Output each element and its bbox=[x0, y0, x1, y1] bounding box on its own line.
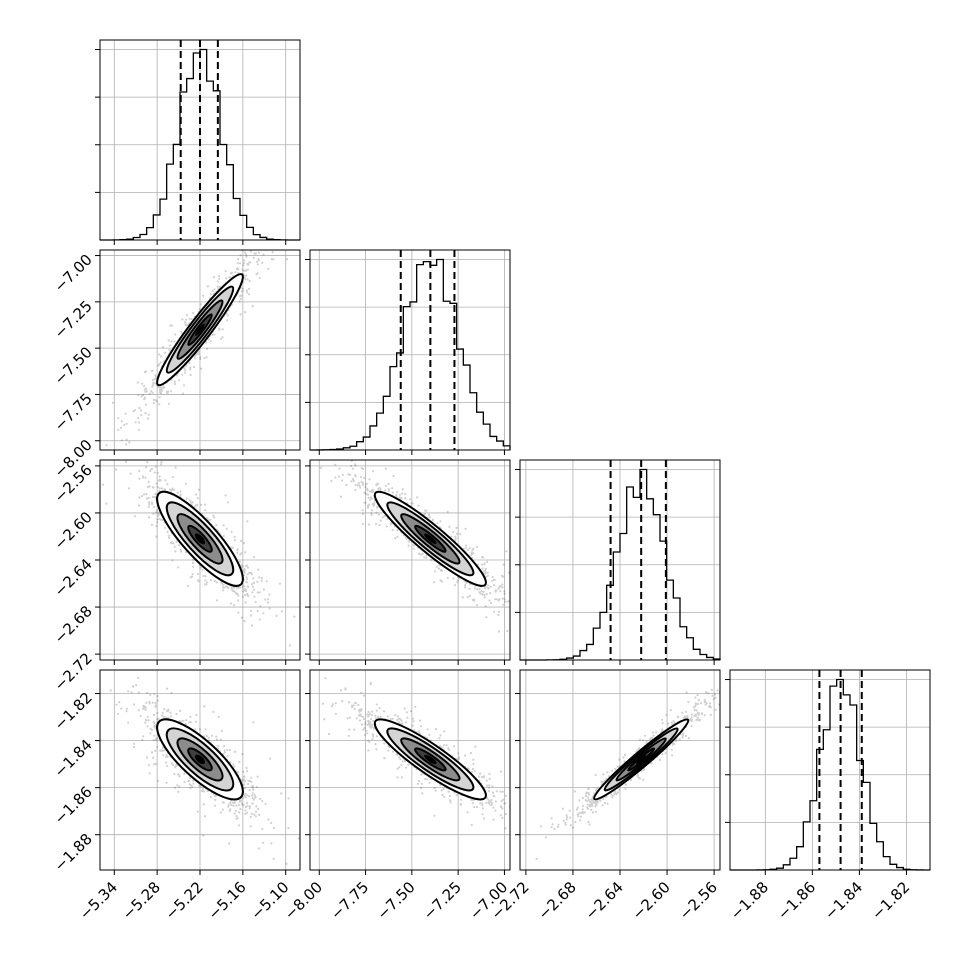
histogram-panel-1 bbox=[95, 39, 301, 245]
scatter-panel-2-1: −8.00−7.75−7.50−7.25−7.00 bbox=[51, 249, 301, 481]
y-tick-label: −7.50 bbox=[51, 343, 96, 388]
x-tick-label: −5.22 bbox=[162, 878, 207, 923]
y-tick-label: −1.82 bbox=[51, 689, 96, 734]
x-tick-label: −8.00 bbox=[281, 878, 326, 923]
scatter-panel-3-2 bbox=[305, 459, 511, 665]
x-tick-label: −1.84 bbox=[821, 878, 866, 923]
panel-frame bbox=[309, 249, 511, 451]
y-tick-label: −2.64 bbox=[51, 555, 96, 600]
y-tick-label: −2.60 bbox=[51, 508, 96, 553]
contour-peak bbox=[194, 754, 206, 765]
panel-content bbox=[310, 460, 510, 660]
x-tick-label: −7.50 bbox=[373, 878, 418, 923]
contour-peak bbox=[195, 323, 205, 336]
panel-content bbox=[100, 460, 300, 660]
scatter-panel-4-2: −8.00 −7.75 −7.50 −7.25 −7.00 bbox=[281, 669, 511, 923]
panel-frame bbox=[309, 669, 511, 871]
scatter-panel-4-3: −2.72 −2.68 −2.64 −2.60 −2.56 bbox=[487, 669, 721, 923]
y-tick-label: −7.00 bbox=[51, 251, 96, 296]
x-tick-label: −5.16 bbox=[204, 878, 249, 923]
panel-content bbox=[520, 670, 720, 870]
x-tick-label: −7.75 bbox=[327, 878, 372, 923]
y-tick-label: −2.68 bbox=[51, 602, 96, 647]
y-tick-label: −2.72 bbox=[51, 649, 96, 694]
panel-frame bbox=[729, 669, 931, 871]
x-tick-label: −5.28 bbox=[119, 878, 164, 923]
contour-peak bbox=[194, 533, 206, 545]
histogram-panel-3 bbox=[515, 459, 721, 665]
x-tick-label: −1.86 bbox=[774, 878, 819, 923]
panel-content bbox=[100, 250, 300, 450]
x-tick-label: −1.82 bbox=[868, 878, 913, 923]
contour-peak bbox=[424, 533, 437, 545]
scatter-panel-3-1: −2.72−2.68−2.64−2.60−2.56 bbox=[51, 459, 301, 694]
histogram-step-line bbox=[309, 258, 511, 451]
histogram-panel-4: −1.88 −1.86 −1.84 −1.82 bbox=[725, 669, 931, 923]
panel-content bbox=[100, 670, 300, 870]
histogram-panel-2 bbox=[305, 249, 511, 455]
x-tick-label: −2.60 bbox=[629, 878, 674, 923]
x-tick-label: −2.64 bbox=[582, 878, 627, 923]
y-tick-label: −1.86 bbox=[51, 783, 96, 828]
x-tick-label: −2.56 bbox=[676, 878, 721, 923]
y-tick-label: −7.25 bbox=[51, 297, 96, 342]
y-tick-label: −7.75 bbox=[51, 390, 96, 435]
x-tick-label: −2.68 bbox=[535, 878, 580, 923]
scatter-panel-4-1: −5.34−5.28−5.22−5.16−5.10−1.88−1.86−1.84… bbox=[51, 669, 301, 923]
y-tick-label: −1.88 bbox=[51, 830, 96, 875]
x-tick-label: −7.25 bbox=[420, 878, 465, 923]
panel-content bbox=[310, 670, 510, 870]
contour-peak bbox=[635, 754, 647, 764]
y-tick-label: −1.84 bbox=[51, 736, 96, 781]
contour-peak bbox=[424, 754, 437, 765]
x-tick-label: −5.34 bbox=[76, 878, 121, 923]
x-tick-label: −1.88 bbox=[727, 878, 772, 923]
